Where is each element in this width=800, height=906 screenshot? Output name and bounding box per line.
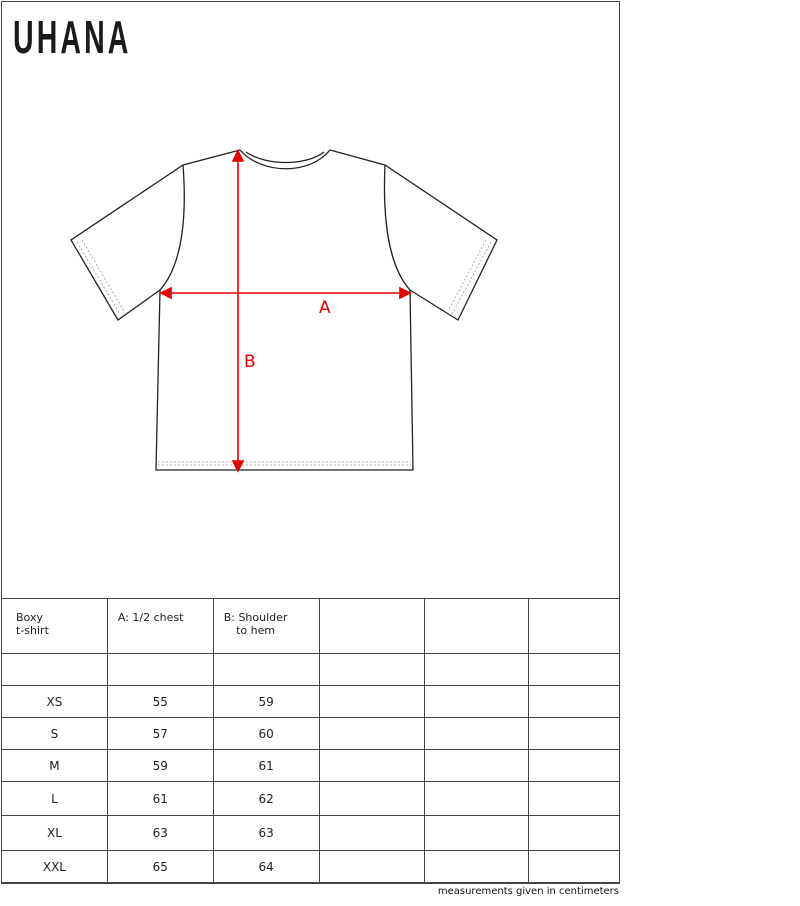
- shirt-outline: [70, 149, 498, 471]
- table-row: M 59 61: [1, 749, 620, 782]
- label-b: B: [244, 352, 256, 372]
- header-chest: A: 1/2 chest: [106, 598, 214, 654]
- header-product: Boxy t-shirt: [1, 598, 108, 654]
- arrow-head-bottom: [231, 460, 245, 473]
- label-a: A: [319, 298, 331, 318]
- table-row: XL 63 63: [1, 815, 620, 851]
- collar-inner: [245, 151, 325, 164]
- right-armhole: [383, 164, 411, 291]
- table-row: L 61 62: [1, 781, 620, 816]
- arrow-head-left: [159, 286, 172, 300]
- arrow-head-top: [231, 149, 245, 162]
- brand-logo: UHANA: [13, 11, 132, 63]
- arrow-head-right: [399, 286, 412, 300]
- size-table: Boxy t-shirt A: 1/2 chest B: Shoulder to…: [1, 598, 620, 884]
- table-row: S 57 60: [1, 717, 620, 750]
- header-length: B: Shoulder to hem: [212, 598, 320, 654]
- left-armhole: [159, 164, 185, 291]
- empty-row: [1, 653, 620, 686]
- collar-outer: [239, 149, 331, 170]
- tshirt-diagram: A B: [70, 149, 498, 473]
- table-row: XS 55 59: [1, 685, 620, 718]
- table-row: XXL 65 64: [1, 850, 620, 884]
- header-row: Boxy t-shirt A: 1/2 chest B: Shoulder to…: [1, 598, 620, 654]
- footnote: measurements given in centimeters: [437, 886, 619, 897]
